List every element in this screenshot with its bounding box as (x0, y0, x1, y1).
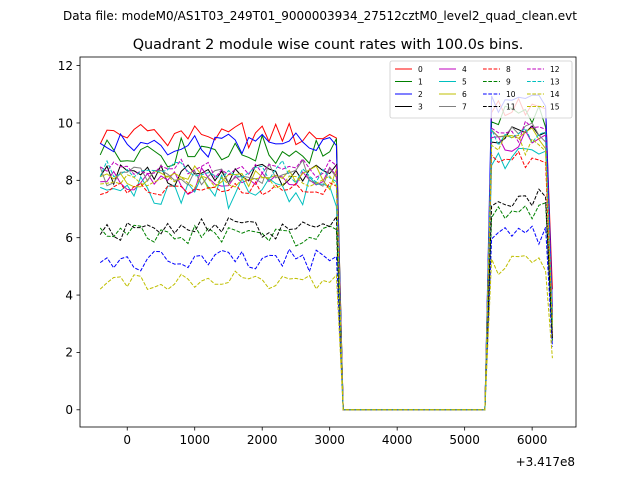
figure-suptitle: Data file: modeM0/AS1T03_249T01_90000039… (63, 9, 577, 23)
legend-label-9: 9 (506, 77, 511, 86)
series-line-15 (100, 134, 553, 411)
legend-label-3: 3 (418, 102, 423, 111)
chart-title: Quadrant 2 module wise count rates with … (133, 37, 524, 53)
axes-frame (79, 56, 577, 428)
x-tick-label: 6000 (517, 433, 548, 447)
x-tick-label: 2000 (247, 433, 278, 447)
legend-label-8: 8 (506, 65, 511, 74)
legend-label-4: 4 (462, 65, 467, 74)
series-line-14 (99, 255, 553, 411)
x-offset-label: +3.417e8 (516, 455, 575, 469)
y-tick-label: 6 (65, 231, 73, 245)
x-tick-label: 3000 (314, 433, 345, 447)
legend-label-0: 0 (418, 65, 423, 74)
x-tick-label: 0 (123, 433, 131, 447)
y-tick-label: 8 (65, 174, 73, 188)
x-axis: 0 1000 2000 3000 4000 5000 6000 (123, 427, 547, 447)
y-tick-label: 12 (58, 59, 73, 73)
legend-label-14: 14 (550, 90, 560, 99)
legend-label-12: 12 (550, 65, 560, 74)
y-tick-label: 4 (65, 288, 73, 302)
legend-label-2: 2 (418, 90, 423, 99)
legend-label-7: 7 (462, 102, 467, 111)
legend-label-13: 13 (550, 77, 560, 86)
legend-label-5: 5 (462, 77, 467, 86)
x-tick-label: 5000 (449, 433, 480, 447)
y-tick-label: 10 (58, 116, 73, 130)
legend-label-15: 15 (550, 102, 560, 111)
y-axis: 0 2 4 6 8 10 12 (58, 59, 80, 417)
y-tick-label: 2 (65, 346, 73, 360)
series-line-8 (100, 150, 553, 411)
legend-label-10: 10 (506, 90, 516, 99)
series-line-13 (99, 127, 553, 411)
legend-label-6: 6 (462, 90, 467, 99)
x-tick-label: 4000 (382, 433, 413, 447)
x-tick-label: 1000 (179, 433, 210, 447)
plot-layer (99, 94, 553, 411)
legend-frame (389, 60, 573, 119)
legend-label-1: 1 (418, 77, 423, 86)
y-tick-label: 0 (65, 403, 73, 417)
legend-label-11: 11 (506, 102, 516, 111)
